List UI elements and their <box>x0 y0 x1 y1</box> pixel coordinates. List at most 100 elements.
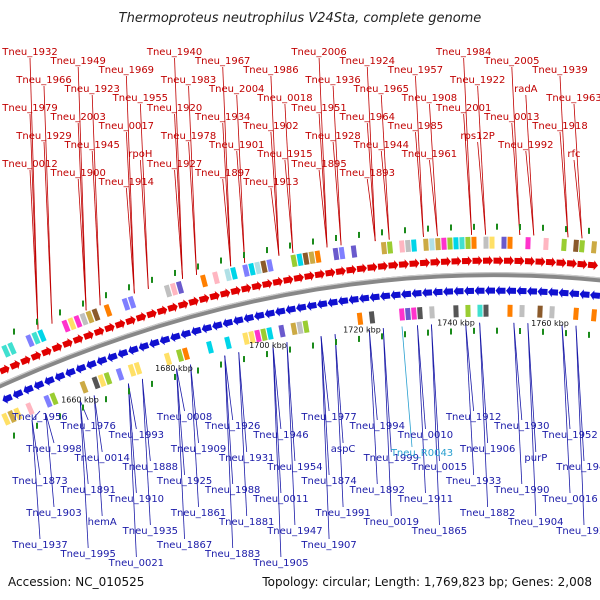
gene-feature-block <box>278 324 286 338</box>
scale-tick-label: 1660 kbp <box>61 396 99 405</box>
outer-tick-mark <box>335 338 337 345</box>
outer-tick-mark <box>36 422 38 429</box>
gene-feature-block <box>224 336 232 350</box>
top-leader-line <box>222 122 232 267</box>
outer-tick-mark <box>82 404 84 411</box>
gene-feature-block <box>175 281 185 294</box>
reverse-gene-arrow <box>191 326 202 337</box>
bottom-leader-line <box>368 329 378 421</box>
bottom-gene-label: Tneu_1891 <box>59 485 115 496</box>
bottom-gene-label: Tneu_1904 <box>507 517 563 528</box>
reverse-gene-arrow <box>54 371 66 382</box>
forward-gene-arrow <box>503 255 514 266</box>
bottom-gene-labels: Tneu_1956Tneu_1976Tneu_1993Tneu_0008Tneu… <box>11 412 600 569</box>
outer-tick-mark <box>358 335 360 342</box>
gene-feature-block <box>79 312 89 326</box>
bottom-gene-label: Tneu_1976 <box>59 421 115 432</box>
top-leader-line <box>43 141 53 324</box>
outer-tick-mark <box>496 327 498 334</box>
forward-gene-arrow <box>283 274 294 285</box>
forward-gene-arrow <box>0 364 10 375</box>
reverse-gene-arrow <box>474 285 485 296</box>
top-leader-line <box>573 159 583 239</box>
gene-feature-block <box>290 322 298 336</box>
reverse-gene-arrow <box>380 291 391 302</box>
top-leader-line <box>559 131 569 238</box>
top-gene-label: Tneu_1961 <box>401 149 457 160</box>
forward-gene-arrow <box>104 322 115 333</box>
bottom-leader-line <box>527 323 537 453</box>
bottom-gene-label: Tneu_1937 <box>11 540 67 551</box>
bottom-gene-label: Tneu_1907 <box>300 540 356 551</box>
reverse-gene-arrow <box>359 293 370 304</box>
outer-tick-mark <box>588 331 590 338</box>
reverse-gene-arrow <box>338 296 349 307</box>
outer-tick-mark <box>105 396 107 403</box>
gene-feature-block <box>25 334 35 348</box>
top-gene-label: Tneu_1928 <box>304 131 360 142</box>
forward-gene-arrow <box>188 296 199 307</box>
reverse-gene-arrow <box>201 323 213 334</box>
top-gene-label: Tneu_1944 <box>353 140 409 151</box>
top-leader-line <box>91 94 101 306</box>
top-leader-line <box>318 169 328 248</box>
outer-tick-mark <box>588 227 590 234</box>
gene-feature-block <box>127 363 137 377</box>
outer-tick-mark <box>542 328 544 335</box>
rna-leader-line <box>401 326 413 448</box>
top-gene-label: Tneu_2001 <box>435 103 491 114</box>
bottom-leader-line <box>479 322 489 444</box>
top-gene-label: Tneu_1936 <box>304 75 360 86</box>
gene-feature-block <box>507 304 513 317</box>
top-leader-line <box>174 169 183 279</box>
scale-tick-label: 1700 kbp <box>249 341 287 350</box>
bottom-leader-line <box>320 336 330 540</box>
topology-summary-text: Topology: circular; Length: 1,769,823 bp… <box>261 575 592 589</box>
gene-feature-block <box>212 271 220 285</box>
reverse-gene-arrow <box>96 356 108 366</box>
top-leader-line <box>332 141 342 246</box>
top-gene-label: Tneu_1939 <box>531 65 587 76</box>
gene-feature-block <box>405 307 411 321</box>
bottom-gene-label: Tneu_1867 <box>156 540 212 551</box>
gene-feature-block <box>115 367 125 381</box>
reverse-gene-arrow <box>464 285 475 296</box>
bottom-gene-label: Tneu_1947 <box>266 526 322 537</box>
reverse-gene-arrow <box>44 376 55 386</box>
bottom-leader-line <box>272 344 282 558</box>
gene-feature-block <box>441 237 447 250</box>
gene-feature-block <box>356 312 364 326</box>
gene-feature-block <box>266 327 274 340</box>
reverse-gene-arrow <box>411 288 422 299</box>
forward-gene-arrow <box>409 258 420 269</box>
forward-gene-arrow <box>377 261 388 272</box>
bottom-leader-lines <box>31 322 585 558</box>
scale-tick-labels: 1660 kbp 1680 kbp 1700 kbp 1720 kbp 1740 kbp… <box>61 318 569 404</box>
bottom-leader-line <box>272 344 282 430</box>
forward-gene-arrow <box>367 262 378 273</box>
outer-tick-mark <box>542 224 544 231</box>
top-leader-line <box>125 131 135 294</box>
top-leader-line <box>91 150 101 306</box>
bottom-gene-label: Tneu_1892 <box>349 485 405 496</box>
top-leader-lines <box>29 57 583 330</box>
outer-tick-mark <box>266 247 268 254</box>
bottom-gene-label: Tneu_1909 <box>170 444 226 455</box>
gene-feature-block <box>561 238 567 252</box>
top-leader-line <box>511 122 521 236</box>
bottom-gene-label: Tneu_1954 <box>266 462 322 473</box>
bottom-gene-label: hemA <box>88 517 117 528</box>
forward-gene-arrow <box>72 334 84 344</box>
gene-feature-block <box>260 260 268 274</box>
forward-gene-arrow <box>587 260 598 271</box>
gene-feature-block <box>127 295 137 309</box>
scale-tick-label: 1680 kbp <box>155 364 193 373</box>
gene-feature-block <box>31 331 41 345</box>
bottom-gene-label: Tneu_1925 <box>156 476 212 487</box>
gene-feature-block <box>91 376 101 390</box>
gene-feature-block <box>97 374 107 388</box>
bottom-gene-label: Tneu_1912 <box>445 412 501 423</box>
forward-gene-arrow <box>304 271 315 281</box>
top-gene-label: Tneu_1908 <box>401 93 457 104</box>
bottom-gene-label: Tneu_0010 <box>397 430 453 441</box>
